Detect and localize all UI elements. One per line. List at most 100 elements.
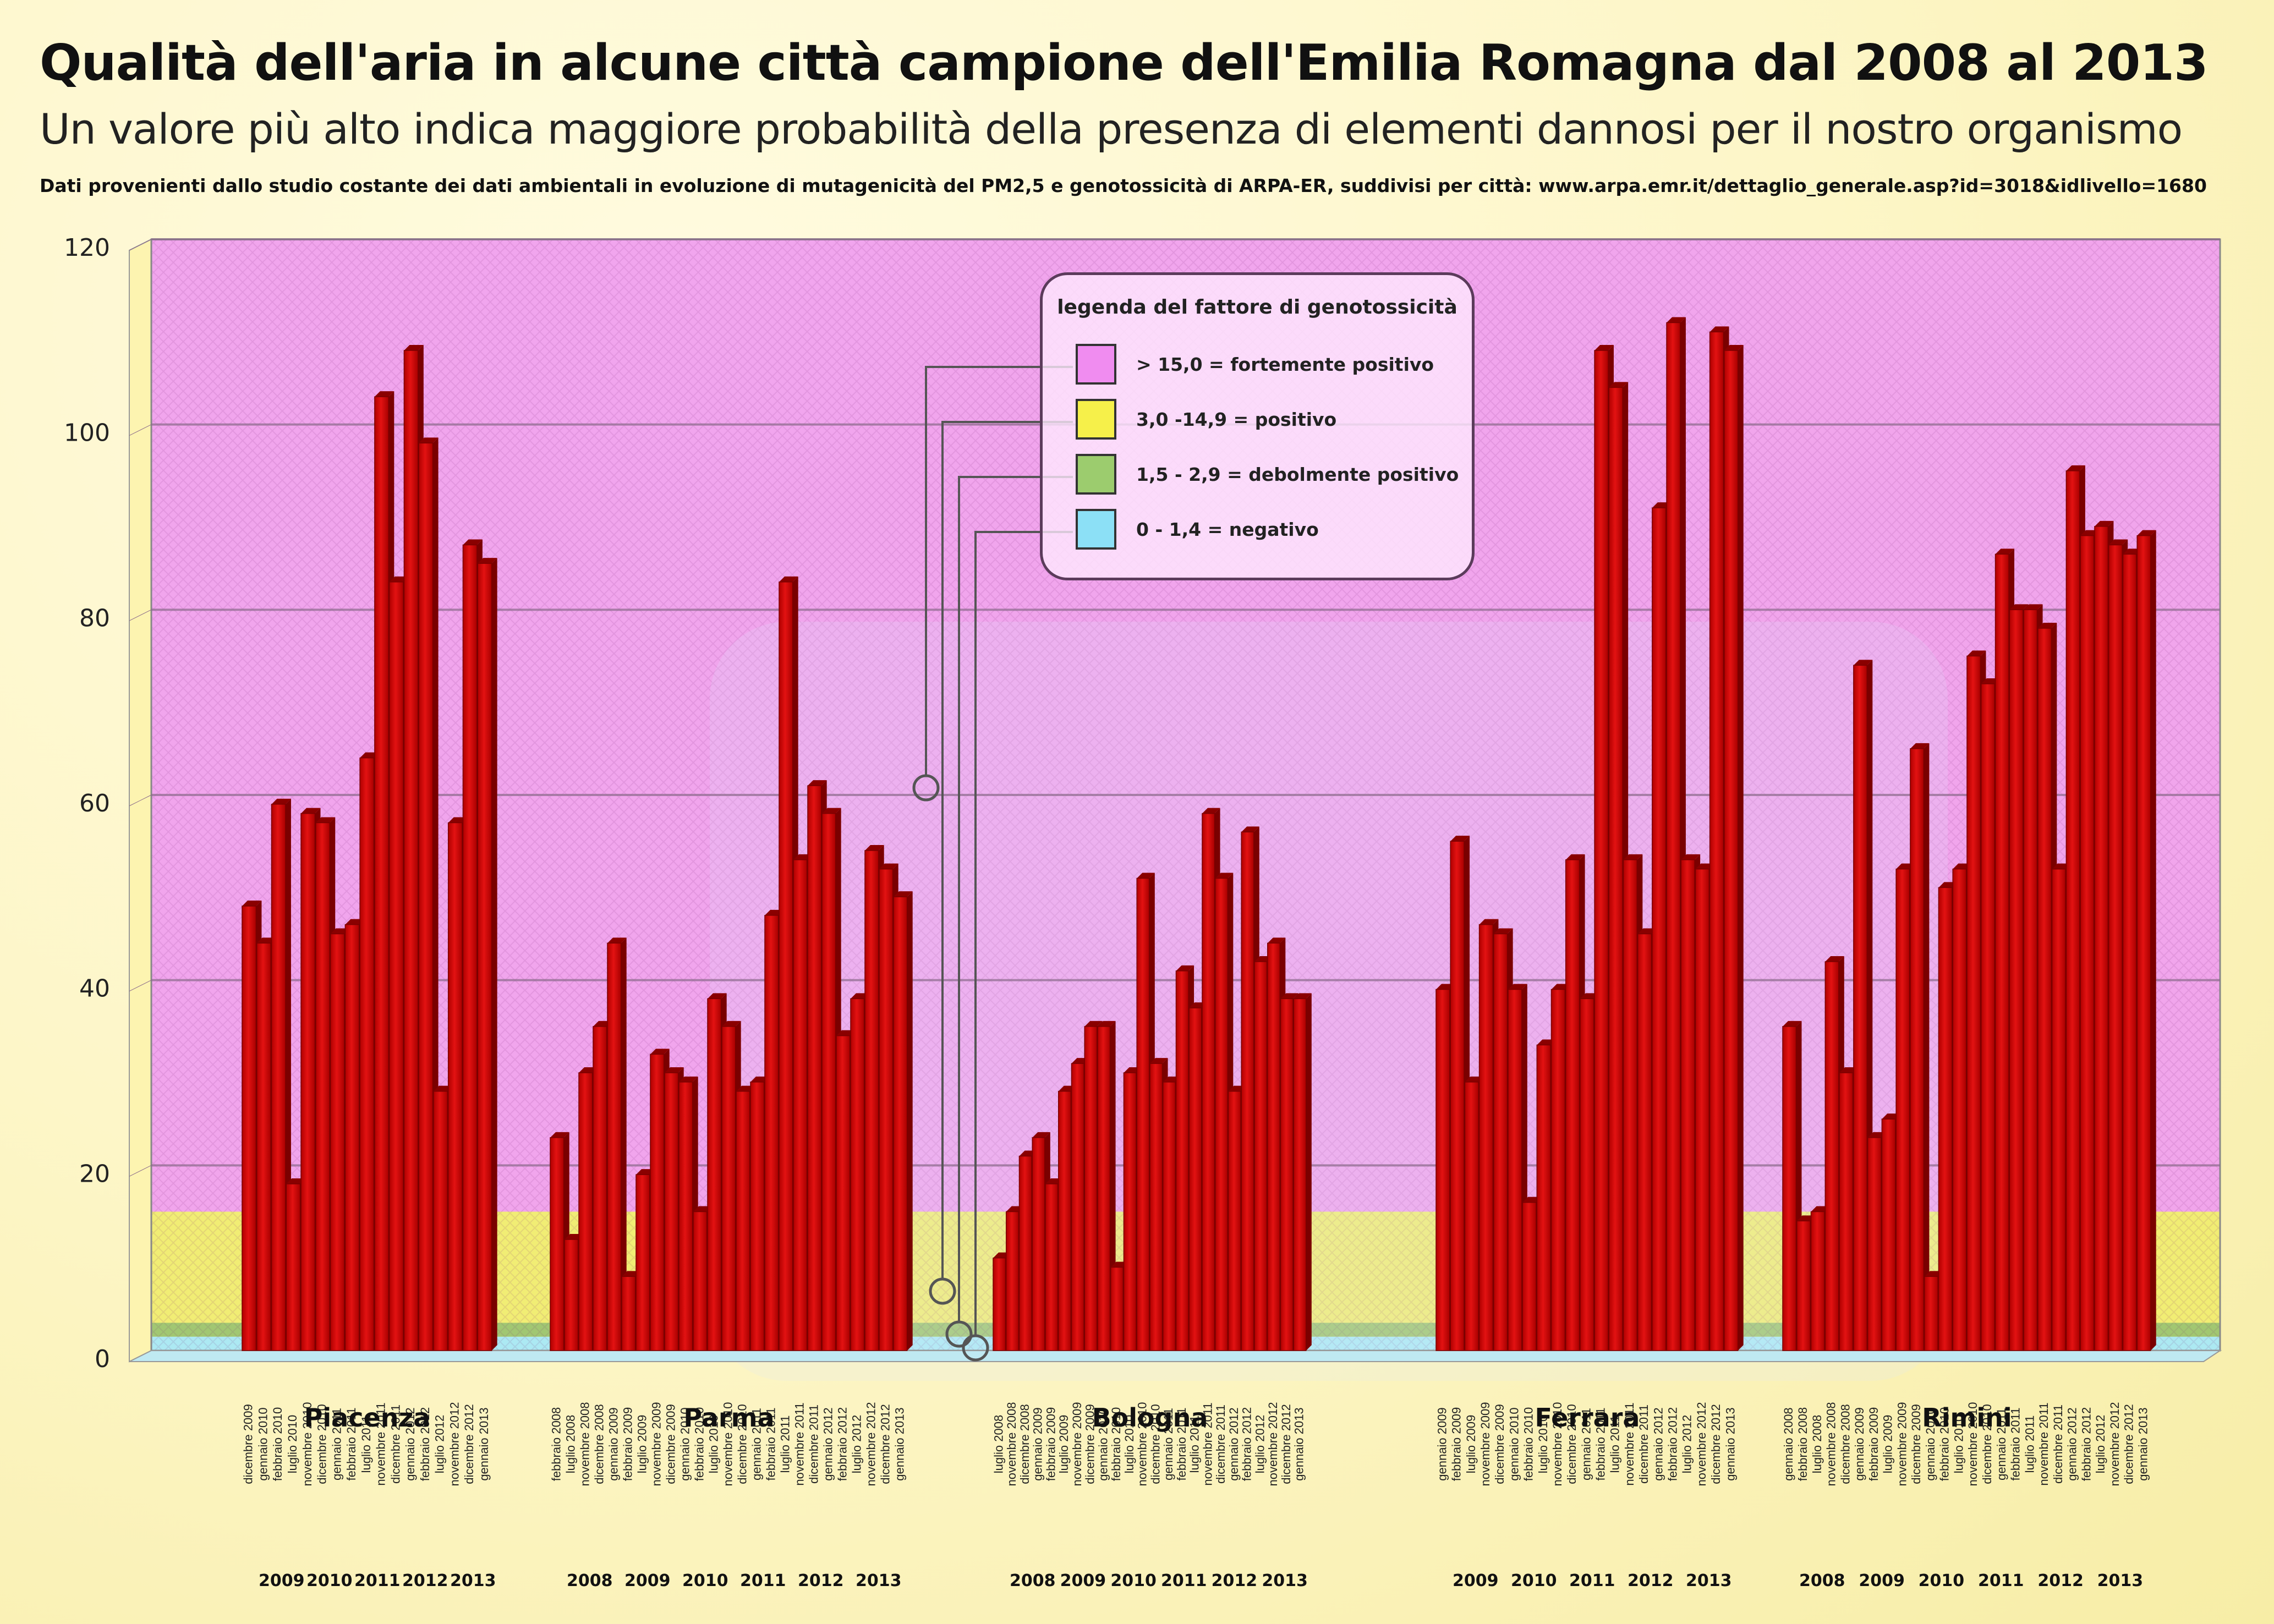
y-tick-label: 0 (95, 1345, 110, 1373)
x-tick-label: febbraio 2009 (1867, 1407, 1881, 1482)
x-tick-label: gennaio 2011 (1161, 1408, 1175, 1480)
bar (1594, 350, 1609, 1351)
bar-side (621, 937, 627, 1351)
x-tick-label: dicembre 2010 (1980, 1404, 1994, 1484)
bar (1695, 868, 1710, 1351)
bar (1123, 1072, 1137, 1351)
bar-top (2037, 623, 2057, 628)
x-tick-label: luglio 2010 (1122, 1415, 1136, 1473)
bar-top (271, 798, 291, 804)
x-tick-label: luglio 2011 (359, 1415, 373, 1473)
x-tick-label: febbraio 2010 (1938, 1407, 1952, 1482)
bar-top (1565, 854, 1585, 860)
x-tick-label: luglio 2008 (563, 1415, 577, 1473)
bar (578, 1072, 593, 1351)
x-tick-label: novembre 2010 (1136, 1402, 1149, 1486)
bar-top (1724, 345, 1744, 350)
bar (388, 581, 404, 1351)
x-tick-label: luglio 2010 (706, 1415, 720, 1473)
y-tick-label: 20 (79, 1160, 110, 1188)
bar (1895, 868, 1910, 1351)
bar (1228, 1090, 1241, 1351)
bar (779, 581, 793, 1351)
legend-connector-marker (912, 774, 940, 802)
x-tick-label: febbraio 2012 (2079, 1407, 2093, 1482)
bar (1493, 933, 1508, 1351)
bar-top (607, 937, 627, 943)
x-tick-label: gennaio 2009 (1853, 1407, 1866, 1480)
x-tick-label: novembre 2010 (1550, 1402, 1564, 1486)
grid-line-side (129, 794, 152, 806)
bar (1867, 1137, 1882, 1351)
bar (1006, 1211, 1020, 1351)
bar (1110, 1266, 1124, 1351)
legend-swatch-strong (1076, 344, 1116, 385)
x-tick-label: novembre 2008 (1824, 1402, 1838, 1486)
bar (879, 868, 894, 1351)
y-tick-label: 80 (79, 604, 110, 632)
bar-top (478, 558, 497, 564)
bar (286, 1183, 301, 1351)
bar-top (1202, 808, 1220, 814)
x-tick-label: gennaio 2012 (2065, 1407, 2079, 1480)
bar-side (2150, 530, 2156, 1351)
bar-top (665, 1067, 684, 1073)
year-label: 2010 (1511, 1571, 1557, 1590)
x-tick-label: gennaio 2012 (1227, 1407, 1241, 1480)
bar (1924, 1276, 1938, 1351)
x-tick-label: dicembre 2010 (1148, 1404, 1162, 1484)
x-tick-label: luglio 2011 (1188, 1415, 1202, 1473)
year-label: 2008 (1799, 1571, 1845, 1590)
bar (1215, 877, 1229, 1351)
bar (2023, 609, 2038, 1351)
bar-top (650, 1049, 670, 1055)
bar (1952, 868, 1967, 1351)
x-tick-label: luglio 2009 (635, 1415, 649, 1473)
bar (2094, 526, 2109, 1351)
y-tick-label: 60 (79, 789, 110, 818)
bar (1910, 748, 1925, 1351)
bar (1136, 877, 1150, 1351)
year-label: 2011 (354, 1571, 401, 1590)
bar (721, 1026, 736, 1351)
x-tick-label: dicembre 2009 (1909, 1404, 1923, 1484)
bar (793, 859, 808, 1351)
bar (1709, 331, 1724, 1351)
legend-title: legenda del fattore di genotossicità (1057, 296, 1457, 319)
bar (1810, 1211, 1825, 1351)
city-label: Ferrara (1535, 1403, 1640, 1433)
bar (836, 1035, 851, 1351)
x-tick-label: novembre 2011 (374, 1402, 388, 1485)
x-tick-label: novembre 2011 (2037, 1402, 2051, 1485)
bar (462, 544, 478, 1351)
x-tick-label: dicembre 2008 (1018, 1404, 1032, 1484)
year-label: 2010 (1919, 1571, 1965, 1590)
bar (1666, 322, 1681, 1351)
x-tick-label: novembre 2012 (1266, 1402, 1280, 1486)
legend-item-positive: 3,0 -14,9 = positivo (1076, 399, 1461, 440)
bar-top (1493, 928, 1513, 934)
x-tick-label: novembre 2012 (2108, 1402, 2122, 1486)
x-tick-label: gennaio 2012 (821, 1407, 835, 1480)
legend-swatch-negative (1076, 509, 1116, 550)
x-tick-label: dicembre 2012 (1279, 1404, 1293, 1484)
bar (607, 942, 622, 1351)
year-label: 2013 (1686, 1571, 1732, 1590)
bar-top (1667, 317, 1686, 323)
legend-connector-marker (962, 1334, 989, 1362)
x-tick-label: gennaio 2009 (606, 1407, 620, 1480)
bar-top (1150, 1058, 1168, 1064)
x-tick-label: febbraio 2010 (1522, 1407, 1536, 1482)
x-tick-label: gennaio 2008 (1782, 1407, 1795, 1480)
year-label: 2012 (402, 1571, 448, 1590)
x-tick-label: luglio 2009 (1464, 1415, 1478, 1473)
x-tick-label: dicembre 2012 (1709, 1404, 1723, 1484)
legend-label: 3,0 -14,9 = positivo (1136, 409, 1337, 430)
x-tick-label: luglio 2010 (286, 1415, 299, 1473)
x-tick-label: luglio 2008 (991, 1415, 1005, 1473)
bar-top (1783, 1021, 1802, 1027)
bars (242, 317, 2156, 1351)
bar-top (463, 539, 483, 545)
bar (1580, 998, 1594, 1351)
bar (1724, 350, 1739, 1351)
